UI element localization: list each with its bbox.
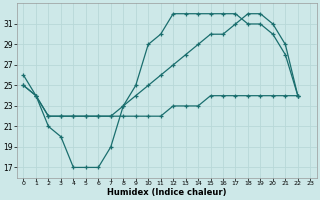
- X-axis label: Humidex (Indice chaleur): Humidex (Indice chaleur): [107, 188, 227, 197]
